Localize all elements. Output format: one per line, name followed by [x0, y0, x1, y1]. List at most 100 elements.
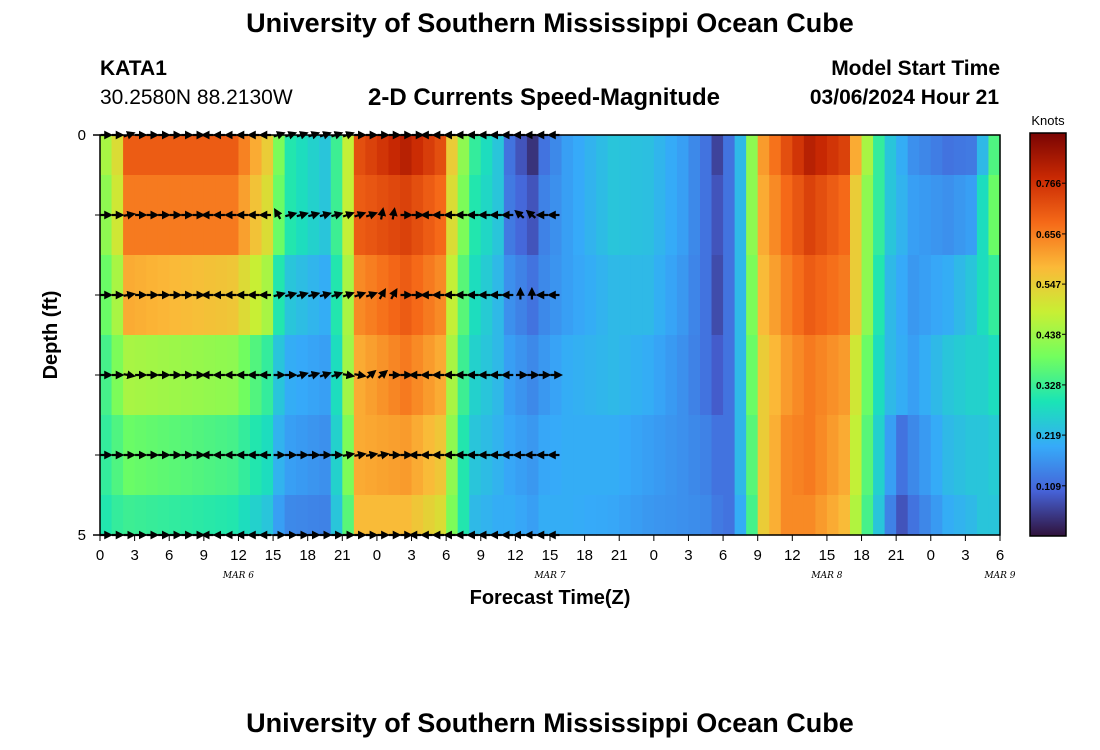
- current-vector-arrow: [319, 290, 332, 300]
- heatmap-cell: [838, 495, 851, 536]
- heatmap-cell: [573, 255, 586, 336]
- current-vector-arrow: [319, 371, 332, 380]
- heatmap-cell: [884, 335, 897, 416]
- heatmap-cell: [365, 495, 378, 536]
- heatmap-cell: [700, 335, 713, 416]
- heatmap-cell: [561, 495, 574, 536]
- heatmap-cell: [723, 495, 736, 536]
- heatmap-cell: [896, 495, 909, 536]
- heatmap-cell: [976, 335, 990, 416]
- current-vector-arrow: [331, 291, 344, 300]
- heatmap-cell: [388, 495, 401, 536]
- heatmap-cell: [953, 175, 966, 256]
- heatmap-cell: [353, 135, 366, 176]
- heatmap-cell: [434, 495, 447, 536]
- heatmap-cell: [965, 415, 978, 496]
- heatmap-cell: [976, 255, 990, 336]
- heatmap-cell: [930, 255, 943, 336]
- current-vector-arrow: [389, 288, 398, 300]
- heatmap-cell: [584, 415, 597, 496]
- heatmap-cell: [457, 495, 470, 536]
- heatmap-cell: [619, 175, 632, 256]
- model-start-value: 03/06/2024 Hour 21: [809, 86, 999, 109]
- heatmap-cell: [446, 135, 459, 176]
- heatmap-cell: [642, 415, 655, 496]
- heatmap-cell: [826, 175, 840, 256]
- station-id: KATA1: [100, 57, 167, 80]
- heatmap-cell: [850, 175, 863, 256]
- heatmap-cell: [469, 495, 482, 536]
- current-speed-heatmap: 0 5 Depth (ft) 0 3 6 9 12 15 18 21 0 3 6 9 12 15 18 21 0…: [40, 113, 1067, 609]
- x-tick-label: 12: [784, 547, 801, 564]
- heatmap-cell: [826, 495, 840, 536]
- heatmap-cell: [815, 255, 828, 336]
- heatmap-cell: [780, 255, 793, 336]
- heatmap-cell: [896, 255, 909, 336]
- heatmap-cell: [780, 135, 793, 176]
- heatmap-cell: [780, 415, 793, 496]
- current-vector-arrow: [342, 211, 355, 220]
- current-vector-arrow: [273, 290, 286, 300]
- heatmap-cell: [376, 175, 390, 256]
- heatmap-cell: [930, 495, 943, 536]
- heatmap-cell: [226, 135, 240, 176]
- colorbar-tick-label: 0.328: [1036, 381, 1061, 392]
- heatmap-cell: [688, 135, 701, 176]
- heatmap-cell: [515, 495, 528, 536]
- current-vector-arrow: [296, 370, 309, 380]
- x-tick-label: 15: [265, 547, 282, 564]
- heatmap-cell: [630, 415, 643, 496]
- heatmap-cell: [550, 135, 563, 176]
- current-vector-arrow: [308, 210, 321, 220]
- heatmap-cell: [619, 415, 632, 496]
- heatmap-cell: [630, 495, 643, 536]
- heatmap-cell: [665, 415, 678, 496]
- heatmap-cell: [850, 255, 863, 336]
- current-vector-arrow: [525, 209, 537, 219]
- current-vector-arrow: [377, 207, 387, 220]
- heatmap-cell: [965, 135, 978, 176]
- heatmap-cell: [838, 255, 851, 336]
- heatmap-cell: [330, 495, 343, 536]
- heatmap-cell: [596, 255, 609, 336]
- y-tick-label: 5: [78, 527, 86, 544]
- current-vector-arrow: [354, 211, 367, 220]
- heatmap-cell: [850, 495, 863, 536]
- heatmap-cell: [653, 495, 666, 536]
- current-vector-arrow: [377, 369, 389, 379]
- heatmap-cell: [330, 135, 343, 176]
- heatmap-cell: [769, 495, 782, 536]
- heatmap-cell: [734, 415, 747, 496]
- heatmap-cell: [665, 495, 678, 536]
- heatmap-cell: [734, 495, 747, 536]
- heatmap-cell: [746, 255, 759, 336]
- heatmap-cell: [469, 135, 482, 176]
- x-tick-label: 21: [611, 547, 628, 564]
- heatmap-cell: [400, 495, 413, 536]
- heatmap-cell: [803, 335, 816, 416]
- heatmap-cell: [988, 335, 1001, 416]
- heatmap-cell: [988, 415, 1001, 496]
- current-vector-arrow: [365, 211, 378, 220]
- heatmap-cell: [607, 255, 620, 336]
- current-vector-arrow: [285, 210, 298, 220]
- heatmap-cell: [596, 335, 609, 416]
- heatmap-cell: [815, 495, 828, 536]
- heatmap-cell: [619, 255, 632, 336]
- heatmap-cell: [930, 335, 943, 416]
- heatmap-cell: [607, 415, 620, 496]
- heatmap-cell: [526, 135, 540, 176]
- heatmap-cell: [353, 495, 366, 536]
- current-vector-arrow: [274, 208, 283, 220]
- y-axis-title: Depth (ft): [40, 291, 62, 380]
- heatmap-cell: [480, 495, 493, 536]
- heatmap-cell: [342, 135, 355, 176]
- heatmap-cell: [711, 495, 724, 536]
- heatmap-cell: [584, 255, 597, 336]
- x-tick-label: 0: [96, 547, 104, 564]
- heatmap-cell: [919, 175, 932, 256]
- heatmap-cell: [319, 135, 332, 176]
- heatmap-cell: [365, 135, 378, 176]
- colorbar-tick-label: 0.656: [1036, 230, 1061, 241]
- heatmap-cell: [653, 335, 666, 416]
